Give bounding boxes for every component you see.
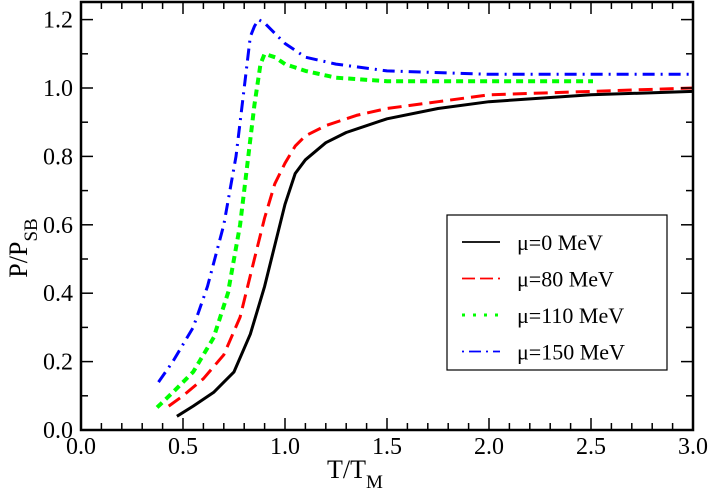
y-tick-label: 0.2 (43, 350, 73, 376)
series-line-0 (176, 89, 694, 418)
series-line-1 (167, 86, 694, 408)
y-tick-label: 1.2 (43, 8, 73, 34)
legend-box (446, 214, 668, 371)
x-tick-labels: 0.0 0.5 1.0 1.5 2.0 2.5 3.0 (66, 434, 708, 460)
x-tick-label: 2.5 (576, 434, 606, 460)
legend-label-2: μ=110 MeV (517, 303, 624, 328)
series-line-3 (157, 18, 693, 383)
series-layer (155, 18, 694, 418)
legend-label-3: μ=150 MeV (517, 340, 625, 365)
legend-label-1: μ=80 MeV (517, 267, 614, 292)
x-axis-label: T/TM (327, 455, 383, 493)
y-tick-label: 0.4 (43, 281, 73, 307)
x-tick-label: 1.0 (270, 434, 300, 460)
x-tick-label: 1.5 (372, 434, 402, 460)
y-tick-label: 0.8 (43, 144, 73, 170)
y-tick-label: 0.0 (43, 418, 73, 444)
y-tick-label: 1.0 (43, 76, 73, 102)
y-tick-labels: 0.0 0.2 0.4 0.6 0.8 1.0 1.2 (43, 8, 73, 444)
x-tick-label: 0.0 (66, 434, 96, 460)
y-axis-label: P/PSB (4, 218, 42, 277)
legend-label-0: μ=0 MeV (517, 230, 603, 255)
x-tick-label: 2.0 (474, 434, 504, 460)
series-line-2 (155, 51, 593, 409)
y-tick-label: 0.6 (43, 213, 73, 239)
legend: μ=0 MeV μ=80 MeV μ=110 MeV μ=150 MeV (446, 214, 668, 371)
x-tick-label: 3.0 (678, 434, 708, 460)
axis-ticks (80, 2, 694, 431)
x-tick-label: 0.5 (168, 434, 198, 460)
